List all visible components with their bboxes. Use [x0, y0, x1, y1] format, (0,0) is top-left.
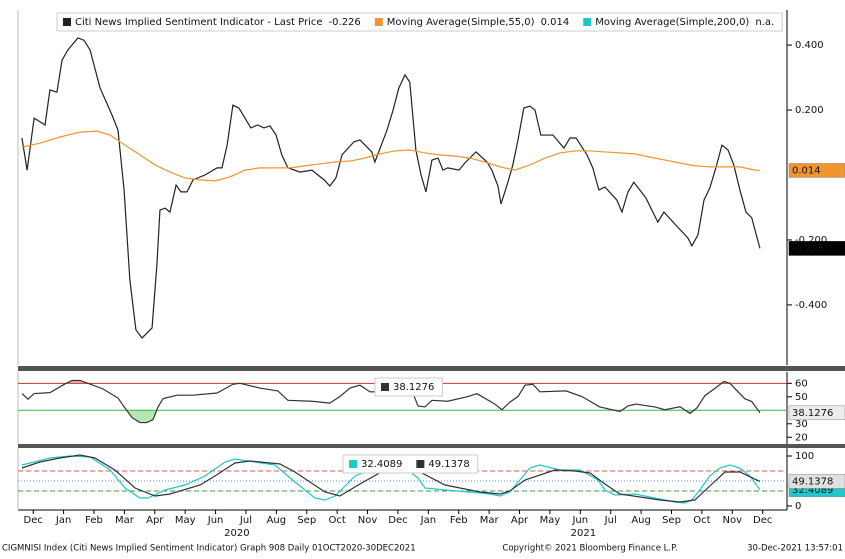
footer-left: CIGMNISI Index (Citi News Implied Sentim… [2, 544, 416, 554]
legend-swatch [381, 383, 389, 391]
value-badge-label: 32.4089 [792, 485, 833, 496]
legend: Citi News Implied Sentiment Indicator - … [56, 12, 783, 32]
legend: 32.4089 49.1378 [342, 454, 479, 474]
x-tick-label: Mar [480, 515, 500, 526]
legend-value: 38.1276 [393, 382, 434, 393]
legend-box [374, 377, 443, 397]
x-tick-label: Dec [24, 515, 43, 526]
y-tick-label: 50 [795, 392, 808, 403]
legend-value: 32.4089 [361, 459, 402, 470]
value-badge-label: 38.1276 [792, 408, 833, 419]
legend: 38.1276 [374, 377, 443, 397]
x-tick-label: Jun [571, 515, 588, 526]
x-tick-label: Feb [450, 515, 468, 526]
legend-value: 0.014 [541, 17, 570, 28]
x-tick-label: Mar [115, 515, 135, 526]
legend-swatch [416, 460, 425, 468]
x-tick-label: Nov [358, 515, 378, 526]
legend-swatch [349, 460, 357, 468]
value-badge-label: 0.014 [792, 165, 821, 176]
series-line [21, 37, 761, 339]
x-tick-label: Aug [631, 515, 651, 526]
y-tick-label: 20 [795, 432, 808, 443]
legend-value: 49.1378 [428, 459, 469, 470]
x-tick-label: Apr [146, 515, 164, 526]
series-group [21, 37, 761, 339]
x-tick-label: Dec [753, 515, 772, 526]
y-tick-label: -0.200 [795, 235, 827, 246]
year-label: 2021 [571, 528, 596, 539]
x-tick-label: Jul [604, 515, 617, 526]
y-tick-label: 0.200 [795, 105, 824, 116]
series-group [21, 130, 760, 182]
legend-value: n.a. [755, 17, 774, 28]
value-badge [788, 474, 845, 489]
x-tick-label: Oct [329, 515, 346, 526]
panel-divider [18, 444, 845, 448]
legend-label: Citi News Implied Sentiment Indicator - … [75, 17, 323, 28]
x-tick-label: Jan [55, 515, 71, 526]
x-tick-label: Oct [693, 515, 710, 526]
panel-divider [18, 366, 845, 371]
x-tick-label: Nov [723, 515, 743, 526]
value-badge [788, 163, 845, 178]
footer-center: Copyright© 2021 Bloomberg Finance L.P. [502, 544, 677, 554]
value-badge-label: 49.1378 [792, 476, 833, 487]
legend-swatch [583, 18, 592, 26]
x-tick-label: Jun [207, 515, 224, 526]
x-tick-label: Jan [420, 515, 436, 526]
legend-swatch [63, 18, 71, 26]
y-tick-label: 60 [795, 378, 808, 389]
y-tick-label: 100 [795, 451, 814, 462]
legend-box [342, 454, 479, 474]
legend-label: Moving Average(Simple,200,0) [595, 17, 749, 28]
legend-box [56, 12, 783, 32]
y-tick-label: -0.400 [795, 300, 827, 311]
value-badge [788, 405, 845, 421]
legend-swatch [374, 18, 383, 26]
y-tick-label: 0 [795, 501, 801, 512]
x-tick-label: Feb [85, 515, 103, 526]
series-group [21, 455, 761, 504]
year-label: 2020 [224, 528, 249, 539]
x-tick-label: Apr [511, 515, 529, 526]
x-tick-label: May [175, 515, 196, 526]
x-tick-label: Sep [662, 515, 681, 526]
legend-label: Moving Average(Simple,55,0) [387, 17, 535, 28]
value-badge [788, 241, 845, 256]
x-tick-label: Aug [267, 515, 287, 526]
y-tick-label: 0.400 [795, 40, 824, 51]
series-line [21, 455, 761, 504]
legend-value: -0.226 [329, 17, 361, 28]
x-tick-label: Dec [388, 515, 407, 526]
value-badge-label: -0.226 [792, 243, 824, 254]
x-tick-label: Sep [297, 515, 316, 526]
series-line [21, 130, 760, 182]
y-tick-label: 30 [795, 419, 808, 430]
x-tick-label: Jul [239, 515, 252, 526]
footer-right: 30-Dec-2021 13:57:01 [747, 544, 843, 554]
x-tick-label: May [540, 515, 561, 526]
